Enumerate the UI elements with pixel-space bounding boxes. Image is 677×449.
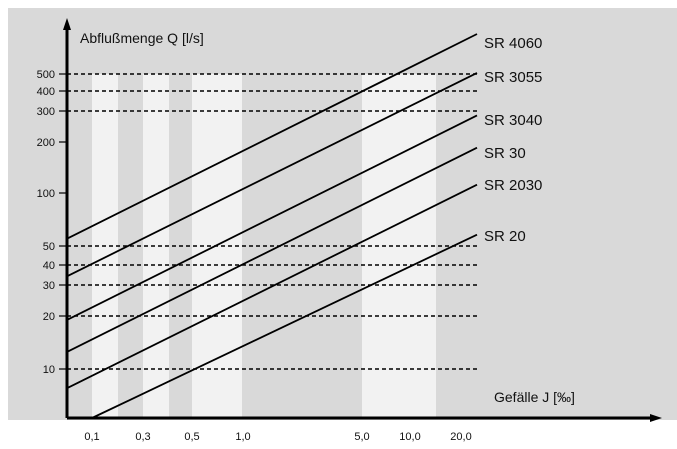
y-tick-label: 50	[43, 241, 55, 253]
series-line	[66, 146, 478, 353]
y-axis-arrow	[63, 18, 71, 30]
series-label: SR 3055	[484, 69, 542, 86]
y-tick-label: 40	[43, 260, 55, 272]
y-tick-label: 300	[37, 106, 55, 118]
y-tick-label: 10	[43, 364, 55, 376]
series-line	[91, 233, 478, 419]
x-axis-arrow	[650, 414, 662, 422]
series-label: SR 30	[484, 145, 526, 162]
y-axis-title: Abflußmenge Q [l/s]	[80, 30, 204, 46]
x-tick-label: 0,5	[184, 431, 199, 443]
x-tick-label: 10,0	[399, 431, 420, 443]
x-tick-label: 0,1	[84, 431, 99, 443]
series-line	[66, 72, 478, 278]
y-tick-label: 200	[37, 137, 55, 149]
y-tick-label: 400	[37, 86, 55, 98]
x-axis-title: Gefälle J [‰]	[494, 389, 575, 405]
series-label: SR 4060	[484, 35, 542, 52]
x-tick-label: 5,0	[354, 431, 369, 443]
series-line	[66, 183, 478, 390]
y-tick-label: 30	[43, 280, 55, 292]
x-tick-label: 20,0	[450, 431, 471, 443]
y-tick-label: 100	[37, 188, 55, 200]
series-line	[66, 33, 478, 240]
x-tick-label: 0,3	[135, 431, 150, 443]
series-line	[66, 114, 478, 321]
y-tick-label: 20	[43, 311, 55, 323]
series-label: SR 3040	[484, 112, 542, 129]
x-tick-label: 1,0	[235, 431, 250, 443]
series-label: SR 20	[484, 228, 526, 245]
series-label: SR 2030	[484, 177, 542, 194]
y-tick-label: 500	[37, 69, 55, 81]
